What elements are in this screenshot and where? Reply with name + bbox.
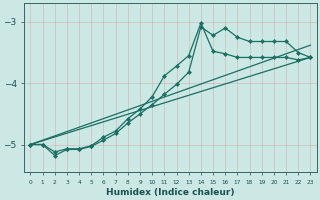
X-axis label: Humidex (Indice chaleur): Humidex (Indice chaleur) bbox=[106, 188, 235, 197]
